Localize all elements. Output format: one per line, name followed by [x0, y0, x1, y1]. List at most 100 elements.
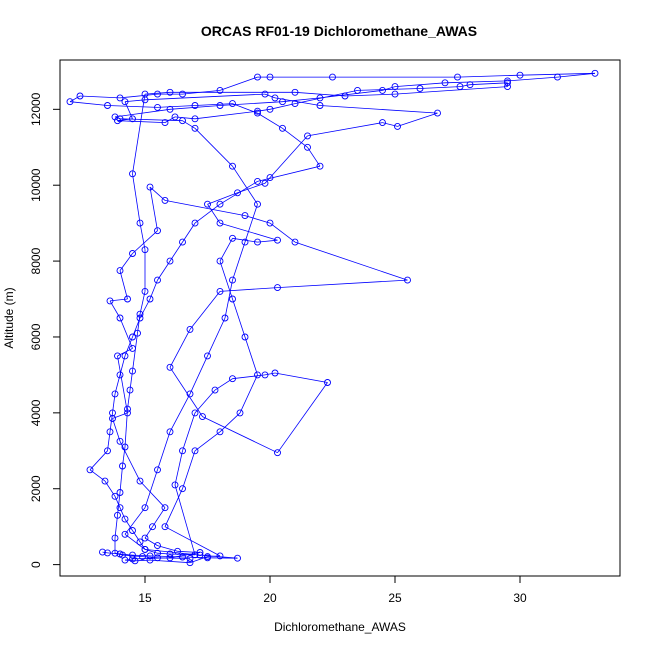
chart-title: ORCAS RF01-19 Dichloromethane_AWAS	[201, 23, 477, 39]
series-segment	[117, 492, 121, 516]
data-point	[391, 90, 399, 98]
data-point	[166, 363, 174, 371]
series-segment	[219, 412, 241, 433]
series-segment	[264, 93, 276, 99]
data-point	[434, 109, 441, 117]
data-point	[104, 447, 111, 455]
series-segment	[114, 496, 121, 508]
series-segment	[282, 97, 321, 103]
series-segment	[264, 372, 276, 376]
data-series	[66, 69, 599, 567]
series-segment	[182, 412, 196, 451]
data-point	[161, 504, 169, 512]
data-point	[114, 511, 121, 519]
series-segment	[319, 105, 438, 114]
data-point	[129, 170, 136, 178]
series-segment	[119, 441, 141, 482]
series-segment	[114, 552, 123, 556]
data-point	[111, 549, 119, 557]
y-tick-label: 0	[29, 561, 43, 568]
series-segment	[557, 72, 596, 78]
data-point	[204, 352, 211, 360]
series-segment	[202, 416, 278, 454]
series-segment	[169, 241, 183, 262]
data-point	[146, 295, 154, 303]
data-point	[216, 257, 224, 265]
data-point	[229, 276, 236, 284]
data-point	[229, 100, 236, 108]
series-segment	[139, 223, 146, 250]
data-point	[216, 552, 224, 560]
data-point	[104, 549, 111, 557]
series-segment	[107, 105, 158, 108]
series-segment	[294, 90, 358, 104]
data-point	[271, 94, 279, 102]
data-point	[161, 119, 169, 127]
series-segment	[79, 95, 121, 99]
x-tick-label: 30	[513, 591, 527, 605]
series-segment	[164, 488, 183, 527]
series-segment	[114, 515, 118, 539]
data-point	[109, 415, 116, 422]
data-point	[341, 92, 349, 100]
data-point	[196, 551, 204, 559]
data-point	[191, 102, 199, 109]
series-segment	[164, 526, 221, 557]
data-point	[279, 124, 286, 132]
data-point	[116, 489, 124, 496]
data-point	[166, 550, 174, 558]
series-segment	[117, 355, 128, 413]
data-point	[316, 94, 324, 102]
data-point	[166, 257, 174, 265]
data-point	[304, 143, 311, 151]
data-point	[266, 105, 274, 113]
series-segment	[244, 204, 258, 243]
series-segment	[69, 101, 108, 106]
data-point	[191, 124, 199, 132]
data-point	[516, 71, 524, 79]
series-segment	[169, 367, 203, 417]
series-segment	[232, 374, 266, 380]
data-point	[204, 200, 211, 208]
series-segment	[157, 545, 178, 552]
data-point	[121, 515, 129, 523]
y-tick-label: 4000	[29, 399, 43, 426]
data-point	[211, 386, 219, 394]
series-segment	[144, 537, 158, 546]
data-point	[154, 227, 161, 235]
data-point	[254, 109, 261, 117]
series-segment	[144, 91, 171, 95]
data-point	[271, 369, 279, 377]
data-point	[394, 122, 401, 130]
series-segment	[357, 88, 421, 91]
data-point	[354, 86, 361, 94]
data-point	[254, 371, 261, 379]
data-point	[379, 119, 386, 127]
data-point	[141, 534, 149, 542]
data-point	[136, 310, 144, 318]
data-point	[166, 105, 174, 113]
series-segment	[124, 507, 146, 535]
data-point	[274, 236, 281, 244]
data-point	[191, 115, 199, 123]
data-point	[154, 90, 161, 98]
series-segment	[139, 298, 151, 319]
series-segment	[469, 82, 508, 86]
series-segment	[199, 554, 238, 559]
data-point	[154, 276, 161, 284]
data-point	[186, 325, 194, 333]
series-segment	[69, 95, 81, 103]
series-segment	[507, 76, 558, 82]
data-point	[114, 352, 121, 360]
series-segment	[257, 112, 283, 129]
series-segment	[294, 91, 346, 97]
data-point	[111, 492, 119, 500]
data-point	[179, 117, 186, 125]
series-segment	[224, 280, 233, 319]
data-point	[106, 428, 114, 436]
data-point	[104, 102, 111, 109]
data-point	[121, 352, 129, 360]
plot-frame	[59, 59, 621, 577]
data-point	[119, 462, 126, 470]
data-point	[179, 90, 186, 98]
